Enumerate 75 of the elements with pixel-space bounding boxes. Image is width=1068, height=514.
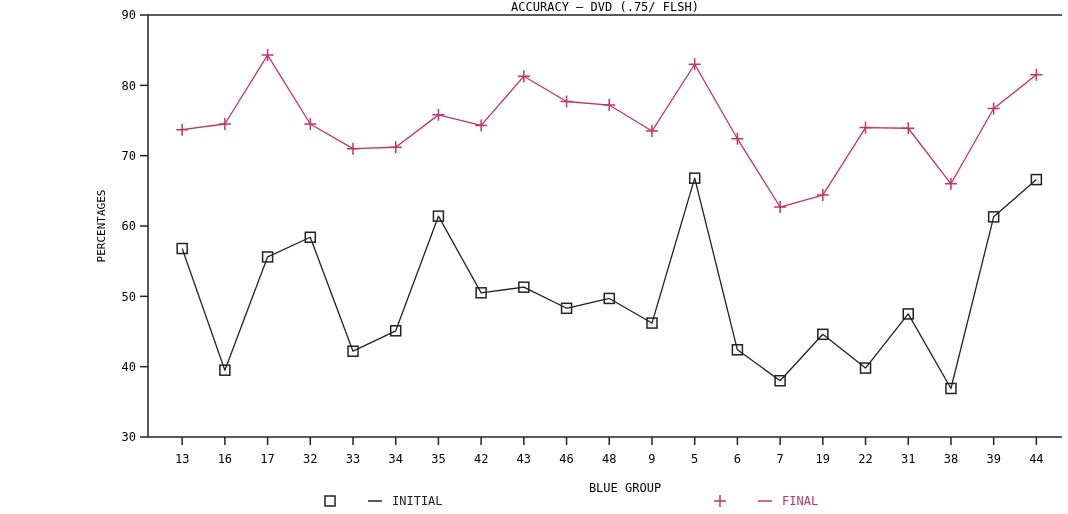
point [219, 364, 231, 376]
point [517, 69, 531, 83]
y-tick-label: 90 [121, 8, 136, 23]
point [218, 117, 232, 131]
point [944, 177, 958, 191]
x-tick-label: 6 [733, 452, 742, 466]
point [431, 108, 446, 122]
point [1030, 173, 1043, 186]
point [986, 101, 1001, 116]
x-tick-label: 13 [174, 452, 190, 466]
point [176, 242, 188, 255]
x-tick-label: 31 [901, 452, 916, 466]
x-tick-label: 16 [217, 452, 233, 466]
x-axis-title: BLUE GROUP [588, 481, 662, 495]
x-tick-label: 7 [776, 452, 784, 466]
x-tick-label: 44 [1029, 452, 1044, 466]
y-tick-label: 50 [121, 289, 136, 304]
x-tick-label: 19 [815, 452, 831, 466]
point [688, 172, 701, 184]
point [858, 120, 873, 135]
x-tick-label: 17 [260, 452, 275, 466]
x-tick-label: 9 [648, 452, 656, 466]
x-tick-label: 33 [345, 452, 361, 466]
y-tick-label: 40 [121, 359, 136, 374]
point [560, 302, 573, 315]
point [261, 251, 274, 263]
point [602, 98, 617, 112]
x-tick-label: 46 [559, 452, 574, 466]
point [987, 211, 1000, 223]
point [687, 57, 702, 71]
point [347, 345, 359, 357]
legend-label: FINAL [782, 494, 819, 508]
point [304, 231, 317, 243]
point [518, 281, 530, 293]
point [730, 132, 745, 146]
y-tick-label: 60 [121, 219, 136, 234]
x-tick-label: 22 [858, 452, 873, 466]
point [817, 328, 829, 341]
point [175, 122, 189, 137]
y-axis-title: PERCENTAGES [95, 189, 108, 263]
x-tick-label: 48 [602, 452, 617, 466]
point [260, 48, 275, 62]
point [731, 344, 744, 356]
point [645, 124, 659, 138]
point [1029, 68, 1044, 82]
point [388, 140, 403, 154]
point [474, 118, 488, 133]
x-tick-label: 34 [388, 452, 403, 466]
point [901, 121, 915, 135]
y-tick-label: 80 [121, 78, 136, 93]
point [646, 317, 658, 329]
point [346, 141, 360, 156]
point [303, 117, 318, 131]
point [603, 292, 616, 305]
x-tick-label: 42 [473, 452, 489, 466]
y-tick-label: 70 [121, 148, 136, 163]
y-tick-label: 30 [121, 430, 136, 445]
x-tick-label: 35 [431, 452, 446, 466]
point [432, 210, 445, 222]
legend-label: INITIAL [392, 494, 443, 508]
x-tick-label: 38 [943, 452, 959, 466]
x-tick-label: 5 [691, 452, 699, 466]
x-tick-label: 32 [303, 452, 318, 466]
x-tick-label: 39 [986, 452, 1001, 466]
point [774, 374, 786, 387]
point [902, 308, 914, 320]
point [475, 287, 487, 299]
point [389, 325, 402, 337]
x-tick-label: 43 [516, 452, 532, 466]
point [945, 382, 957, 395]
point [773, 200, 787, 214]
point [559, 94, 574, 109]
point [816, 188, 830, 202]
chart-title: ACCURACY — DVD (.75/ FLSH) [511, 0, 699, 14]
point [859, 362, 872, 374]
